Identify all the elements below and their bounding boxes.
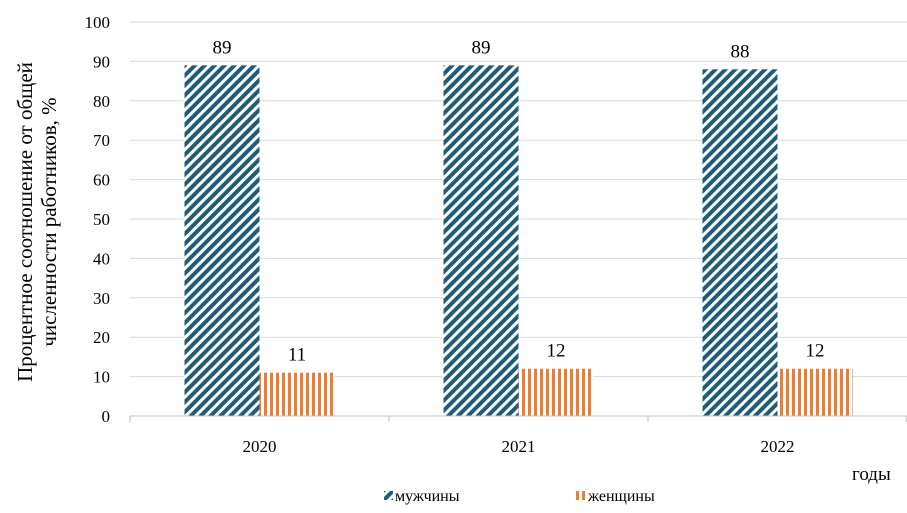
data-label: 11 xyxy=(288,345,306,366)
bar-2021-series-1 xyxy=(443,65,519,416)
x-axis: 2020 2021 2022 xyxy=(129,415,907,456)
legend: мужчины женщины xyxy=(384,488,655,505)
y-tick-label: 0 xyxy=(102,407,111,426)
legend-label-2: женщины xyxy=(587,488,655,505)
data-labels: 89 11 89 12 88 12 xyxy=(213,37,825,365)
y-axis-title-line1: Процентное соотношение от общей xyxy=(13,62,37,382)
y-tick-label: 30 xyxy=(93,289,110,308)
data-label: 89 xyxy=(472,37,491,58)
legend-label-1: мужчины xyxy=(395,488,460,505)
y-axis-title: Процентное соотношение от общей численно… xyxy=(13,62,61,382)
data-label: 89 xyxy=(213,37,232,58)
bar-2020-series-2 xyxy=(259,372,335,416)
data-label: 12 xyxy=(806,341,825,362)
y-tick-label: 20 xyxy=(93,328,110,347)
bar-2021-series-2 xyxy=(518,368,594,416)
y-tick-label: 50 xyxy=(93,210,110,229)
bar-2022-series-2 xyxy=(777,368,853,416)
bar-2020-series-1 xyxy=(184,65,260,416)
x-tick-label: 2021 xyxy=(502,437,536,456)
data-label: 88 xyxy=(731,41,750,62)
x-tick-label: 2022 xyxy=(761,437,795,456)
bars xyxy=(184,65,853,416)
bar-2022-series-1 xyxy=(702,69,778,416)
y-tick-label: 70 xyxy=(93,131,110,150)
legend-swatch-1 xyxy=(384,491,393,500)
y-tick-label: 40 xyxy=(93,249,110,268)
x-axis-title: годы xyxy=(852,464,891,485)
y-tick-label: 10 xyxy=(93,368,110,387)
y-axis-title-line2: численности работников, % xyxy=(37,97,61,346)
y-tick-label: 60 xyxy=(93,171,110,190)
y-tick-label: 90 xyxy=(93,52,110,71)
legend-swatch-2 xyxy=(576,491,585,500)
y-tick-label: 100 xyxy=(85,13,111,32)
y-tick-label: 80 xyxy=(93,92,110,111)
y-axis-ticks: 0 10 20 30 40 50 60 70 80 90 100 xyxy=(85,13,111,426)
x-tick-label: 2020 xyxy=(243,437,277,456)
data-label: 12 xyxy=(547,341,566,362)
